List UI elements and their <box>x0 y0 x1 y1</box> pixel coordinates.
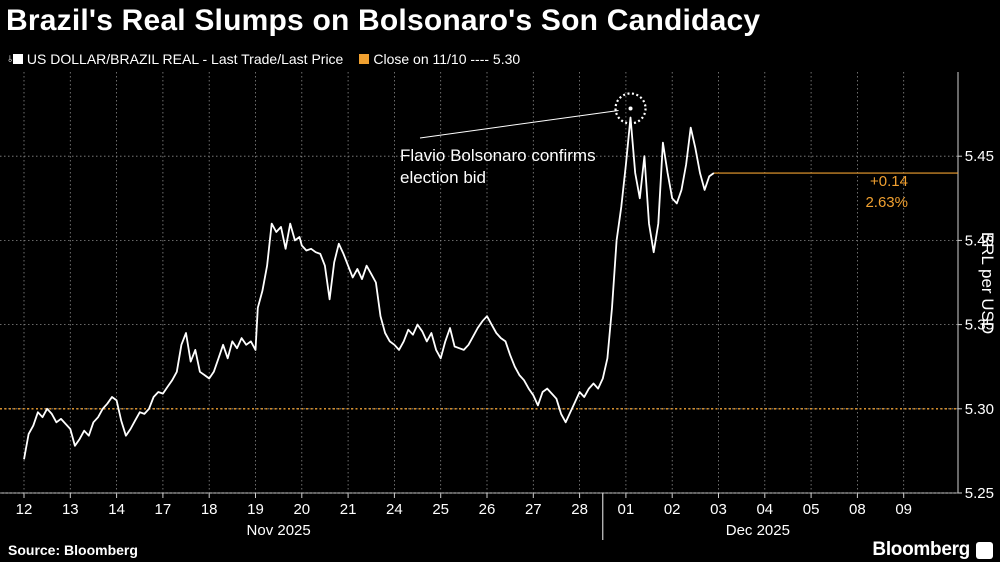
y-tick-label: 5.35 <box>965 317 994 334</box>
legend-reference-label: Close on 11/10 ---- 5.30 <box>373 51 521 67</box>
bloomberg-chart-icon <box>976 542 993 559</box>
series-line <box>23 116 715 460</box>
annotation-marker-dot <box>628 106 633 111</box>
annotation-leader-line <box>419 109 619 139</box>
x-tick-label: 12 <box>16 501 33 518</box>
x-tick-label: 05 <box>803 501 820 518</box>
pin-icon: ⫰ <box>8 53 12 64</box>
y-tick-label: 5.45 <box>965 148 994 165</box>
y-tick-label: 5.30 <box>965 401 994 418</box>
chart-legend: ⫰ US DOLLAR/BRAZIL REAL - Last Trade/Las… <box>8 51 520 67</box>
annotation-marker <box>614 92 647 125</box>
x-tick-label: 28 <box>571 501 588 518</box>
x-tick-label: 26 <box>479 501 496 518</box>
x-tick-label: 24 <box>386 501 403 518</box>
y-tick-label: 5.25 <box>965 485 994 502</box>
x-tick-label: 18 <box>201 501 218 518</box>
x-tick-label: 02 <box>664 501 681 518</box>
x-tick-label: 04 <box>756 501 773 518</box>
x-tick-label: 03 <box>710 501 727 518</box>
legend-reference-swatch <box>359 54 370 64</box>
y-axis-label: BRL per USD <box>978 232 997 334</box>
annotation-text-line1: Flavio Bolsonaro confirms <box>400 146 596 165</box>
y-tick-label: 5.40 <box>965 232 994 249</box>
change-label-abs: +0.14 <box>870 173 908 190</box>
annotation-text-line2: election bid <box>400 168 486 187</box>
x-tick-label: 25 <box>432 501 449 518</box>
x-tick-label: 01 <box>618 501 635 518</box>
x-tick-label: 13 <box>62 501 79 518</box>
x-tick-label: 20 <box>293 501 310 518</box>
x-tick-label: 17 <box>155 501 172 518</box>
x-tick-label: 21 <box>340 501 357 518</box>
x-tick-label: 19 <box>247 501 264 518</box>
x-tick-label: 09 <box>895 501 912 518</box>
legend-series-swatch <box>12 54 23 64</box>
x-tick-label: 14 <box>108 501 125 518</box>
change-label-pct: 2.63% <box>865 194 908 211</box>
chart-title: Brazil's Real Slumps on Bolsonaro's Son … <box>6 4 761 37</box>
month-label-dec: Dec 2025 <box>726 522 790 539</box>
brand-logo: Bloomberg <box>872 539 970 560</box>
source-note: Source: Bloomberg <box>8 542 138 558</box>
x-tick-label: 27 <box>525 501 542 518</box>
legend-series-label: US DOLLAR/BRAZIL REAL - Last Trade/Last … <box>26 51 344 67</box>
month-label-nov: Nov 2025 <box>247 522 311 539</box>
x-tick-label: 08 <box>849 501 866 518</box>
